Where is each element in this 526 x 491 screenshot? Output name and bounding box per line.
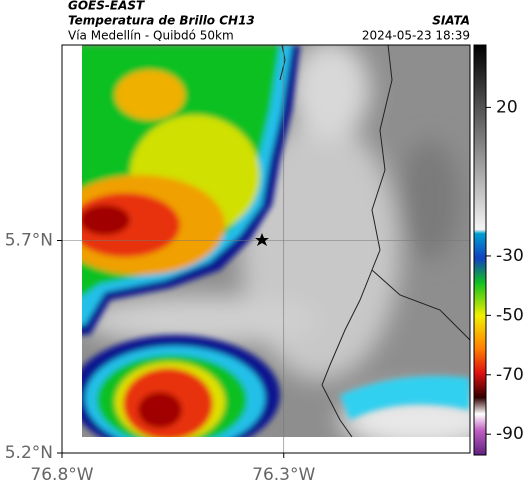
y-tick-label: 5.7°N [5, 231, 53, 251]
satellite: GOES-EAST [68, 0, 145, 13]
region: Vía Medellín - Quibdó 50km [68, 29, 234, 43]
product: Temperatura de Brillo CH13 [68, 14, 255, 28]
colorbar-tick-label: -50 [496, 305, 524, 325]
colorbar-tick-label: -30 [496, 246, 524, 266]
colorbar [473, 44, 487, 456]
source: SIATA [432, 14, 470, 28]
colorbar-tick-label: -90 [496, 424, 524, 444]
y-tick-label: 5.2°N [5, 443, 53, 463]
timestamp: 2024-05-23 18:39 [362, 29, 470, 43]
x-tick-label: 76.8°W [30, 465, 93, 485]
colorbar-tick-label: 20 [496, 97, 518, 117]
axes [62, 45, 470, 453]
colorbar-tick-label: -70 [496, 365, 524, 385]
city-marker [255, 233, 269, 246]
x-tick-label: 76.3°W [252, 465, 315, 485]
map-frame [61, 44, 471, 454]
satellite-image [82, 45, 470, 437]
